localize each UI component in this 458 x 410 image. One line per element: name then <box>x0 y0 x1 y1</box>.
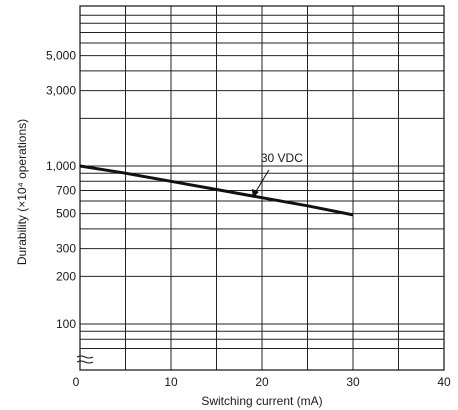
y-axis-ticks: 100 200 300 500 700 1,000 3,000 5,000 <box>46 49 76 331</box>
y-tick-label: 1,000 <box>46 159 76 173</box>
x-tick-label: 40 <box>437 375 451 389</box>
y-tick-label: 100 <box>56 317 76 331</box>
annotation-group: 30 VDC <box>251 151 303 198</box>
y-tick-label: 500 <box>56 207 76 221</box>
axis-break-line <box>76 355 94 359</box>
x-tick-label: 10 <box>164 375 178 389</box>
x-axis-title: Switching current (mA) <box>201 394 322 408</box>
series-group <box>79 164 354 217</box>
y-axis-title: Durability (×10⁴ operations) <box>15 119 29 265</box>
axis-break-line <box>76 360 94 364</box>
axis-break-mark <box>76 355 94 364</box>
grid <box>80 6 444 370</box>
y-tick-label: 700 <box>56 183 76 197</box>
x-tick-label: 30 <box>346 375 360 389</box>
y-tick-label: 5,000 <box>46 49 76 63</box>
annotation-leader <box>253 169 270 196</box>
annotation-arrowhead <box>251 188 259 198</box>
series-line <box>79 164 354 217</box>
y-tick-label: 200 <box>56 269 76 283</box>
annotation-label: 30 VDC <box>261 151 303 165</box>
x-tick-label: 0 <box>73 375 80 389</box>
y-tick-label: 300 <box>56 242 76 256</box>
plot-frame <box>79 5 445 371</box>
x-tick-label: 20 <box>255 375 269 389</box>
plot-border <box>79 5 445 371</box>
x-axis-ticks: 0 10 20 30 40 <box>73 375 451 389</box>
y-tick-label: 3,000 <box>46 84 76 98</box>
